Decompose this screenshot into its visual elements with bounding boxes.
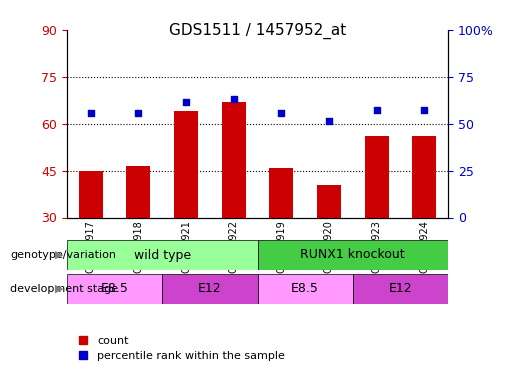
Point: [420, 106, 428, 112]
Bar: [317, 185, 341, 218]
Point: [325, 118, 333, 124]
Bar: [79, 171, 102, 217]
Point: [134, 110, 143, 116]
Text: development stage: development stage: [10, 284, 118, 294]
Bar: [174, 111, 198, 218]
Text: genotype/variation: genotype/variation: [10, 250, 116, 260]
Text: ▶: ▶: [55, 284, 63, 294]
Legend: count, percentile rank within the sample: count, percentile rank within the sample: [73, 331, 289, 366]
Text: E8.5: E8.5: [291, 282, 319, 295]
FancyBboxPatch shape: [258, 274, 353, 304]
Text: E12: E12: [389, 282, 412, 295]
Text: wild type: wild type: [134, 249, 191, 261]
Text: RUNX1 knockout: RUNX1 knockout: [300, 249, 405, 261]
Bar: [127, 166, 150, 218]
Bar: [222, 102, 246, 218]
Text: ▶: ▶: [55, 250, 63, 260]
Text: E8.5: E8.5: [100, 282, 129, 295]
FancyBboxPatch shape: [353, 274, 448, 304]
Point: [182, 99, 190, 105]
Point: [372, 106, 381, 112]
Point: [230, 96, 238, 102]
FancyBboxPatch shape: [258, 240, 448, 270]
FancyBboxPatch shape: [162, 274, 258, 304]
Point: [87, 110, 95, 116]
Text: GDS1511 / 1457952_at: GDS1511 / 1457952_at: [169, 22, 346, 39]
FancyBboxPatch shape: [67, 240, 258, 270]
Bar: [413, 136, 436, 218]
FancyBboxPatch shape: [67, 274, 162, 304]
Point: [277, 110, 285, 116]
Text: E12: E12: [198, 282, 221, 295]
Bar: [269, 168, 293, 217]
Bar: [365, 136, 388, 218]
